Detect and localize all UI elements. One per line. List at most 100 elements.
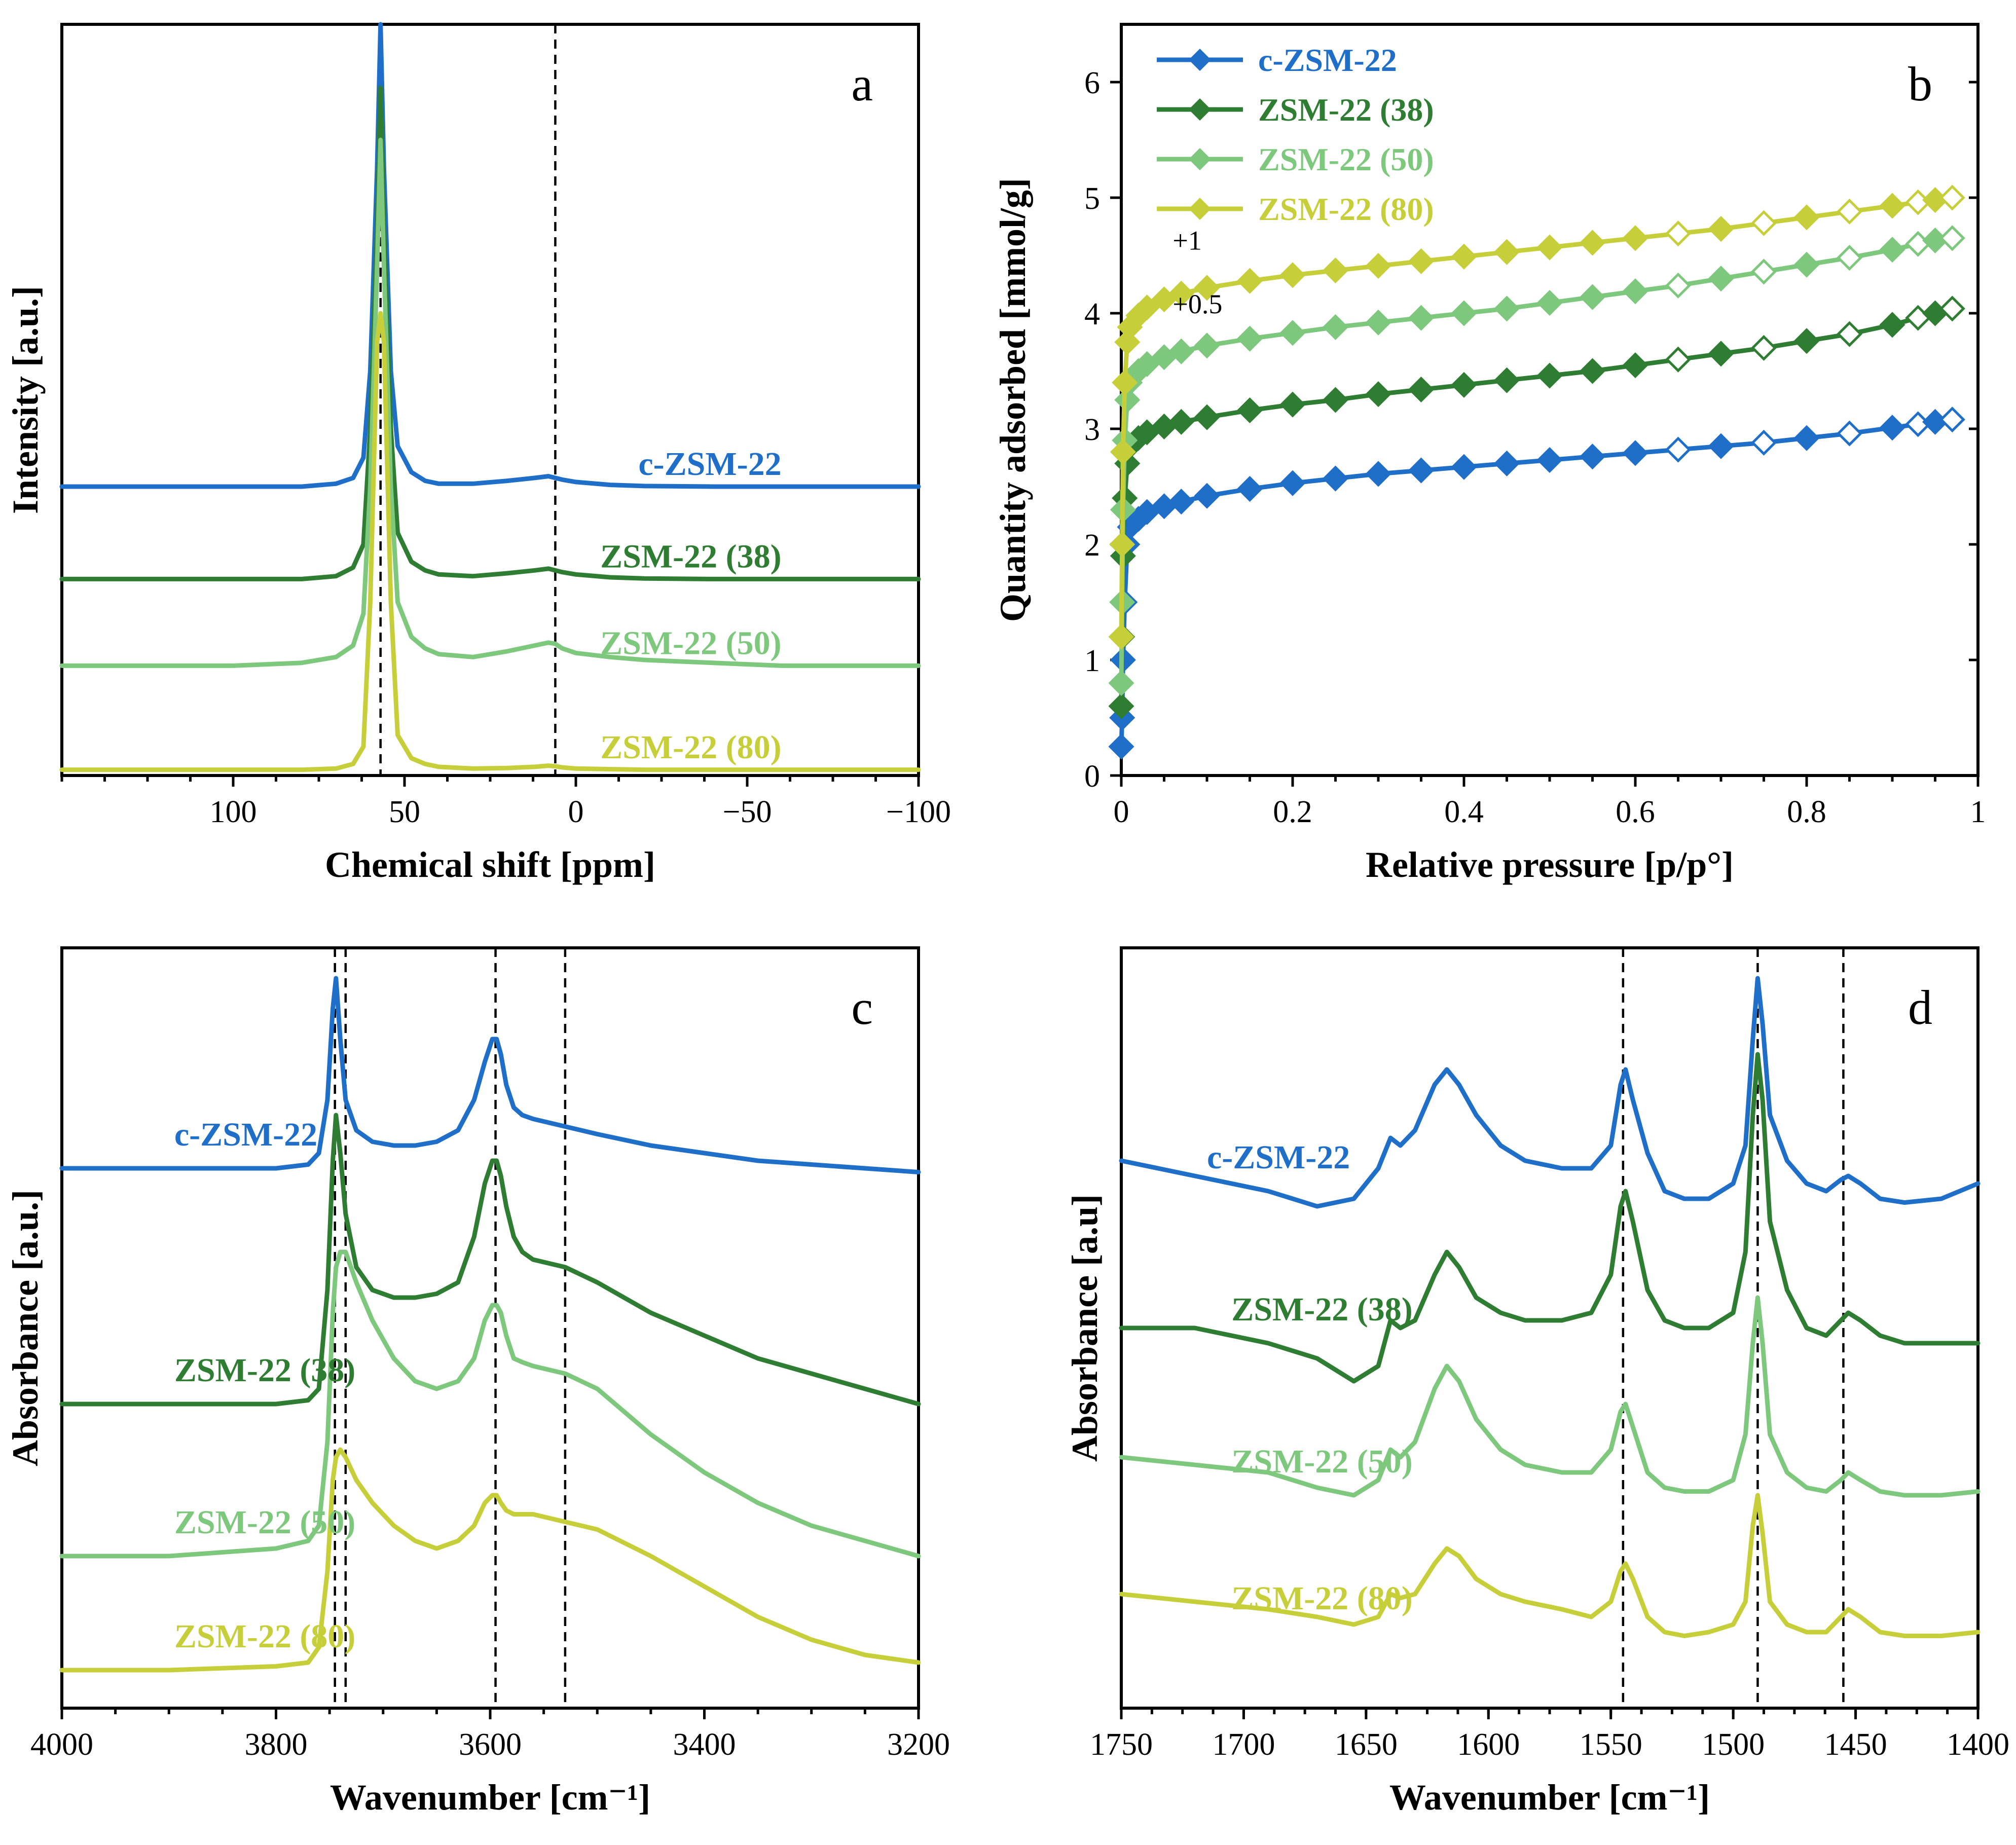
data-point	[1108, 623, 1134, 650]
x-tick-label: 4000	[30, 1727, 93, 1762]
curve-label: ZSM-22 (38)	[600, 538, 781, 575]
panel-a: 100 50 0 −50 −100 Chemical shift [ppm] Intensi…	[5, 22, 951, 885]
data-point	[1365, 381, 1391, 408]
data-point	[1194, 275, 1220, 301]
x-tick-label: 1450	[1824, 1727, 1887, 1762]
y-tick-label: 4	[1084, 297, 1100, 331]
data-point	[1665, 272, 1692, 299]
curve-label: ZSM-22 (80)	[174, 1618, 355, 1655]
data-point	[1879, 312, 1905, 338]
y-tick-label: 2	[1084, 528, 1100, 563]
data-point	[1110, 439, 1136, 465]
data-point	[1665, 220, 1692, 247]
data-point	[1236, 397, 1263, 424]
data-point	[1194, 483, 1220, 509]
data-point	[1708, 341, 1734, 367]
data-point	[1536, 447, 1563, 473]
panel-letter: c	[851, 980, 873, 1035]
data-point	[1579, 230, 1606, 256]
series-line	[59, 85, 921, 581]
offset-label: +0.5	[1172, 289, 1222, 319]
data-point	[1622, 440, 1648, 466]
data-point	[1793, 328, 1820, 354]
data-point	[1939, 225, 1965, 251]
data-point	[1793, 425, 1820, 451]
series-line	[59, 1447, 921, 1673]
data-point	[1194, 404, 1220, 430]
y-tick-label: 6	[1084, 66, 1100, 100]
panel-b: 0 0.2 0.4 0.6 0.8 1 0 1 2 3 4 5 6 Relative pressure […	[993, 23, 1986, 885]
data-point	[1493, 450, 1520, 476]
curve-label: ZSM-22 (38)	[1231, 1291, 1412, 1328]
data-point	[1236, 268, 1263, 294]
data-point	[1451, 454, 1477, 480]
panel-d: 1750 1700 1650 1600 1550 1500 1450 1400 Wavenumb…	[1065, 946, 2009, 1818]
data-point	[1939, 184, 1965, 211]
curve-label: ZSM-22 (50)	[174, 1504, 355, 1541]
y-tick-label: 1	[1084, 644, 1100, 678]
legend-marker	[1189, 148, 1211, 170]
data-point	[1451, 243, 1477, 270]
data-point	[1579, 284, 1606, 310]
data-point	[1279, 320, 1306, 346]
x-axis-title: Chemical shift [ppm]	[325, 844, 655, 885]
y-axis-title: Quantity adsorbed [mmol/g]	[993, 178, 1033, 622]
data-point	[1879, 415, 1905, 441]
data-point	[1112, 370, 1138, 396]
data-point	[1793, 204, 1820, 231]
data-point	[1939, 407, 1965, 433]
x-tick-label: 3800	[245, 1727, 308, 1762]
series-line	[1119, 976, 1981, 1209]
data-point	[1879, 193, 1905, 219]
panel-letter: a	[851, 57, 873, 111]
data-point	[1236, 325, 1263, 352]
data-point	[1451, 300, 1477, 326]
curve-label: ZSM-22 (50)	[1231, 1443, 1412, 1480]
panel-letter: d	[1908, 980, 1932, 1035]
data-point	[1365, 461, 1391, 487]
data-point	[1365, 309, 1391, 336]
plot-frame	[60, 23, 920, 777]
data-point	[1750, 335, 1777, 361]
x-tick-label: 0.4	[1444, 795, 1484, 829]
curve-label: ZSM-22 (38)	[174, 1352, 355, 1389]
x-tick-label: 0	[1114, 795, 1129, 829]
legend-marker	[1189, 198, 1211, 220]
legend-marker	[1189, 98, 1211, 121]
x-tick-label: 0.6	[1616, 795, 1655, 829]
data-point	[1579, 358, 1606, 384]
data-point	[1279, 470, 1306, 496]
data-point	[1836, 321, 1863, 347]
data-point	[1493, 296, 1520, 322]
panel-c: 4000 3800 3600 3400 3200 Wavenumber [cm⁻¹] Abs…	[5, 946, 950, 1818]
x-tick-label: 0	[568, 795, 584, 829]
data-point	[1836, 420, 1863, 447]
x-tick-label: 1500	[1702, 1727, 1765, 1762]
data-point	[1622, 352, 1648, 379]
x-tick-label: 1	[1970, 795, 1986, 829]
y-tick-label: 0	[1084, 759, 1100, 794]
data-point	[1879, 237, 1905, 263]
x-tick-label: 50	[389, 795, 420, 829]
data-point	[1536, 362, 1563, 389]
series-line	[59, 311, 921, 772]
y-axis-title: Absorbance [a.u.]	[5, 1190, 46, 1466]
series-line	[59, 137, 921, 668]
x-tick-label: 0.8	[1787, 795, 1826, 829]
data-point	[1168, 280, 1194, 307]
series-line	[59, 1113, 921, 1407]
data-point	[1322, 465, 1349, 492]
data-point	[1109, 531, 1135, 558]
data-point	[1493, 367, 1520, 393]
legend-marker	[1189, 49, 1211, 71]
data-point	[1322, 257, 1349, 284]
data-point	[1322, 314, 1349, 340]
series-line	[59, 976, 921, 1174]
y-axis-title: Intensity [a.u.]	[5, 286, 46, 514]
data-point	[1750, 210, 1777, 236]
x-tick-label: 3200	[887, 1727, 950, 1762]
data-point	[1108, 670, 1134, 696]
data-point	[1408, 305, 1435, 331]
curve-label: ZSM-22 (80)	[600, 729, 781, 766]
data-point	[1793, 251, 1820, 278]
